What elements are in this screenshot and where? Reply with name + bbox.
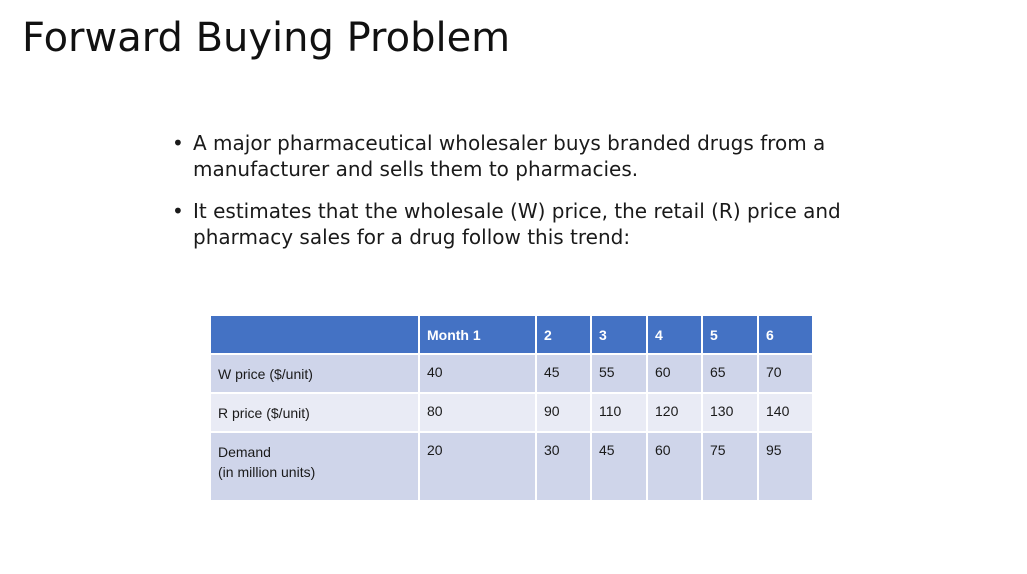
- table-cell: 130: [701, 392, 759, 433]
- row-label: W price ($/unit): [209, 353, 420, 394]
- table-cell: 60: [646, 431, 703, 502]
- table-cell: 45: [535, 353, 592, 394]
- table-header-cell: 4: [646, 314, 703, 355]
- table-cell: 110: [590, 392, 648, 433]
- bullet-list: • A major pharmaceutical wholesaler buys…: [172, 130, 872, 266]
- table-header-cell: 2: [535, 314, 592, 355]
- table-cell: 30: [535, 431, 592, 502]
- table-cell: 60: [646, 353, 703, 394]
- table-header-cell: Month 1: [418, 314, 537, 355]
- table-cell: 45: [590, 431, 648, 502]
- table-cell: 55: [590, 353, 648, 394]
- table-header-cell: [209, 314, 420, 355]
- table-header-cell: 3: [590, 314, 648, 355]
- row-label: R price ($/unit): [209, 392, 420, 433]
- table-row: R price ($/unit) 80 90 110 120 130 140: [209, 392, 814, 433]
- table-header-cell: 6: [757, 314, 814, 355]
- table-cell: 70: [757, 353, 814, 394]
- table-cell: 75: [701, 431, 759, 502]
- price-demand-table: Month 1 2 3 4 5 6 W price ($/unit) 40 45…: [209, 314, 814, 502]
- table-cell: 120: [646, 392, 703, 433]
- bullet-text: It estimates that the wholesale (W) pric…: [193, 199, 841, 249]
- table-cell: 20: [418, 431, 537, 502]
- bullet-item: • It estimates that the wholesale (W) pr…: [172, 198, 872, 250]
- table-row: Demand (in million units) 20 30 45 60 75…: [209, 431, 814, 502]
- table-row: W price ($/unit) 40 45 55 60 65 70: [209, 353, 814, 394]
- row-label: Demand (in million units): [209, 431, 420, 502]
- bullet-text: A major pharmaceutical wholesaler buys b…: [193, 131, 826, 181]
- table-cell: 140: [757, 392, 814, 433]
- table-cell: 40: [418, 353, 537, 394]
- slide-title: Forward Buying Problem: [22, 15, 511, 61]
- table-cell: 95: [757, 431, 814, 502]
- table-cell: 65: [701, 353, 759, 394]
- table-header-row: Month 1 2 3 4 5 6: [209, 314, 814, 355]
- table-cell: 90: [535, 392, 592, 433]
- bullet-item: • A major pharmaceutical wholesaler buys…: [172, 130, 872, 182]
- bullet-icon: •: [172, 131, 184, 155]
- table-header-cell: 5: [701, 314, 759, 355]
- table-cell: 80: [418, 392, 537, 433]
- bullet-icon: •: [172, 199, 184, 223]
